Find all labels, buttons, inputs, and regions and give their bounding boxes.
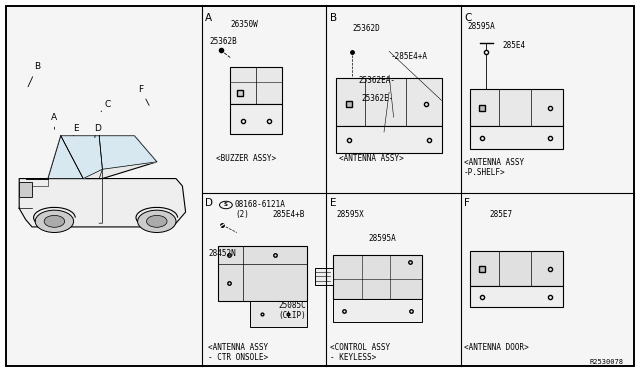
Text: B: B — [28, 62, 40, 87]
Text: (2): (2) — [235, 210, 249, 219]
Polygon shape — [48, 136, 83, 179]
Bar — [336, 126, 442, 153]
Text: F: F — [464, 198, 470, 208]
Text: 25362EA-: 25362EA- — [358, 76, 396, 85]
Text: B: B — [330, 13, 337, 23]
Text: 28452N: 28452N — [208, 249, 236, 258]
Text: 285E7: 285E7 — [490, 210, 513, 219]
Text: - KEYLESS>: - KEYLESS> — [330, 353, 376, 362]
Text: C: C — [464, 13, 472, 23]
Polygon shape — [48, 136, 157, 179]
Circle shape — [138, 210, 176, 232]
Text: <CONTROL ASSY: <CONTROL ASSY — [330, 343, 390, 352]
Text: (CLIP): (CLIP) — [278, 311, 306, 320]
Text: A: A — [205, 13, 212, 23]
Text: 285E4: 285E4 — [502, 41, 525, 50]
Text: C: C — [101, 100, 111, 112]
Text: 285E4+B: 285E4+B — [272, 210, 305, 219]
Bar — [218, 246, 307, 301]
Text: <ANTENNA ASSY: <ANTENNA ASSY — [464, 158, 524, 167]
Bar — [230, 67, 282, 104]
Bar — [315, 268, 333, 285]
Text: 25362E-: 25362E- — [362, 94, 394, 103]
Polygon shape — [99, 136, 157, 169]
Bar — [470, 286, 563, 307]
Circle shape — [35, 210, 74, 232]
Text: F: F — [138, 85, 149, 105]
Polygon shape — [61, 136, 102, 179]
Text: <ANTENNA ASSY>: <ANTENNA ASSY> — [339, 154, 404, 163]
Text: 25085C: 25085C — [278, 301, 306, 310]
Text: D: D — [205, 198, 212, 208]
Bar — [19, 182, 32, 197]
Circle shape — [147, 215, 167, 227]
Text: 25362D: 25362D — [352, 24, 380, 33]
Polygon shape — [19, 179, 186, 227]
Text: 28595X: 28595X — [336, 210, 364, 219]
Text: 26350W: 26350W — [230, 20, 258, 29]
Text: E: E — [330, 198, 336, 208]
Text: <ANTENNA ASSY: <ANTENNA ASSY — [208, 343, 268, 352]
Text: 25362B: 25362B — [209, 37, 237, 46]
Bar — [333, 299, 422, 322]
Text: S: S — [224, 202, 228, 208]
Text: <ANTENNA DOOR>: <ANTENNA DOOR> — [464, 343, 529, 352]
Text: -285E4+A: -285E4+A — [390, 52, 428, 61]
Text: - CTR ONSOLE>: - CTR ONSOLE> — [208, 353, 268, 362]
Text: E: E — [73, 124, 78, 136]
Bar — [470, 89, 563, 126]
Text: 28595A: 28595A — [467, 22, 495, 31]
Bar — [470, 251, 563, 286]
Text: D: D — [94, 124, 100, 138]
Bar — [470, 126, 563, 149]
Text: A: A — [51, 113, 58, 129]
Bar — [333, 255, 422, 299]
Bar — [336, 78, 442, 126]
Text: <BUZZER ASSY>: <BUZZER ASSY> — [216, 154, 276, 163]
Text: 28595A: 28595A — [368, 234, 396, 243]
Text: 08168-6121A: 08168-6121A — [235, 200, 285, 209]
Text: -P.SHELF>: -P.SHELF> — [464, 168, 506, 177]
Bar — [250, 301, 307, 327]
Circle shape — [44, 215, 65, 227]
Text: R2530078: R2530078 — [590, 359, 624, 365]
Bar — [230, 104, 282, 134]
